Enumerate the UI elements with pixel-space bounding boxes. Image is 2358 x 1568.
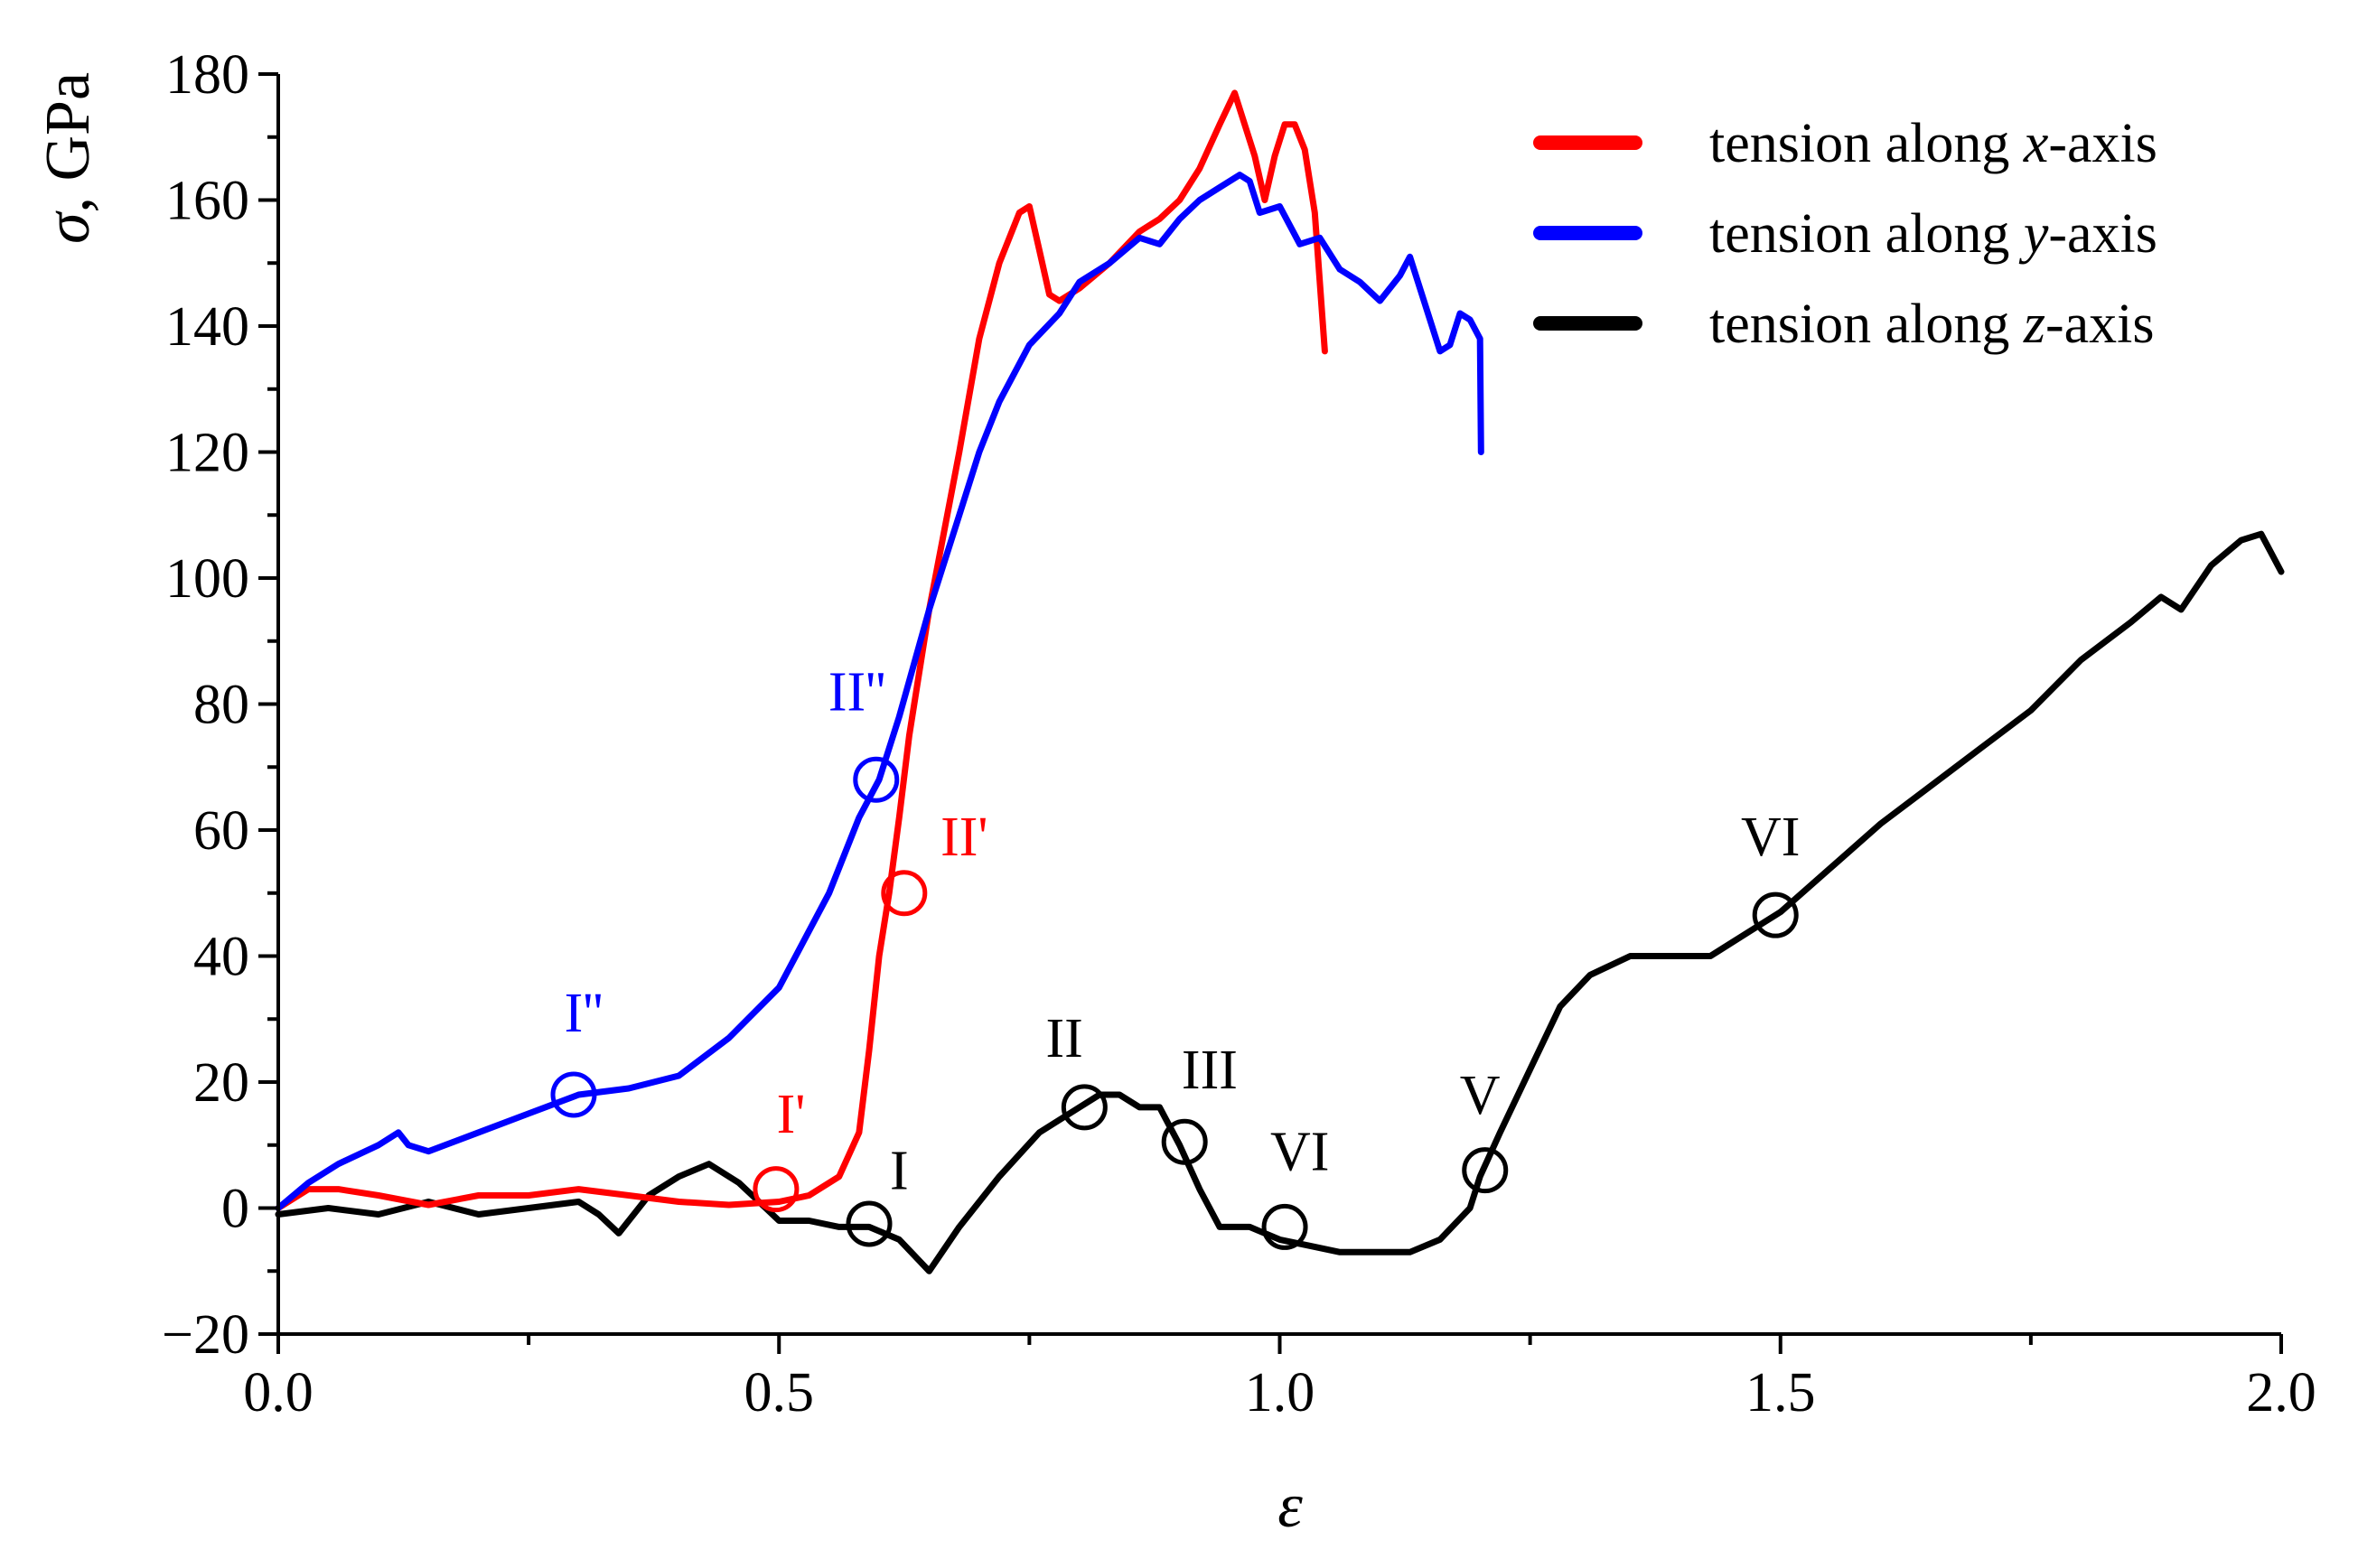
annotation-marker [1161, 1118, 1208, 1165]
y-tick-label: 180 [165, 44, 249, 106]
legend-label-suffix: -axis [2048, 113, 2157, 174]
x-tick-label: 1.0 [1245, 1362, 1315, 1423]
legend-label-prefix: tension along [1709, 294, 2024, 355]
y-tick-label: 100 [165, 548, 249, 610]
x-tick-label: 0.5 [744, 1362, 815, 1423]
annotation-label: I' [777, 1084, 806, 1145]
annotation-label: II [1046, 1008, 1083, 1069]
legend-label-x: tension along x-axis [1709, 113, 2157, 174]
annotation-label: I [890, 1141, 909, 1202]
y-tick-label: 0 [221, 1179, 249, 1240]
y-axis-title: σ, GPa [33, 72, 103, 244]
annotation-label: II'' [828, 661, 886, 723]
annotation-marker [1462, 1147, 1509, 1194]
annotation-marker [1261, 1203, 1308, 1250]
legend-label-z: tension along z-axis [1709, 294, 2155, 355]
y-tick-label: 140 [165, 296, 249, 358]
annotation-marker [881, 870, 928, 917]
legend-label-suffix: -axis [2048, 203, 2157, 265]
y-axis-unit: , GPa [33, 72, 103, 213]
x-axis-title: ε [1277, 1471, 1303, 1541]
y-tick-label: 60 [193, 800, 249, 862]
y-tick-label: 40 [193, 927, 249, 988]
y-tick-label: 120 [165, 423, 249, 484]
axes-layer: 0.0 0.5 1.0 1.5 2.0 −20 0 20 40 60 80 100 120 140 160 1… [162, 44, 2316, 1423]
annotation-marker [1061, 1084, 1108, 1131]
y-tick-label: 80 [193, 675, 249, 736]
legend-label-axis: z [2023, 294, 2045, 355]
y-tick-label: 20 [193, 1052, 249, 1114]
y-axis-symbol: σ [33, 210, 103, 244]
annotation-label: II' [940, 807, 987, 868]
x-tick-label: 2.0 [2246, 1362, 2316, 1423]
series-line-y [275, 172, 1484, 1211]
legend-label-suffix: -axis [2045, 294, 2155, 355]
annotation-marker [550, 1071, 597, 1118]
x-tick-label: 1.5 [1745, 1362, 1816, 1423]
legend-label-axis: y [2018, 203, 2049, 265]
annotation-label: III [1182, 1040, 1238, 1101]
x-tick-label: 0.0 [243, 1362, 313, 1423]
annotation-label: VI [1270, 1122, 1329, 1183]
annotation-label: VI [1741, 807, 1800, 868]
legend-label-prefix: tension along [1709, 203, 2024, 265]
series-line-x [275, 89, 1328, 1211]
legend-label-prefix: tension along [1709, 113, 2024, 174]
legend-label-y: tension along y-axis [1709, 203, 2157, 265]
series-line-z [275, 530, 2285, 1274]
annotation-marker [753, 1166, 800, 1213]
y-tick-label: −20 [162, 1304, 249, 1366]
annotation-label: V [1460, 1065, 1501, 1126]
annotation-label: I'' [565, 983, 604, 1044]
annotation-marker [853, 756, 900, 803]
legend-label-axis: x [2023, 113, 2049, 174]
annotation-marker [1752, 891, 1799, 938]
series-layer [275, 89, 2285, 1274]
annotation-marker [846, 1200, 893, 1247]
y-tick-label: 160 [165, 171, 249, 232]
